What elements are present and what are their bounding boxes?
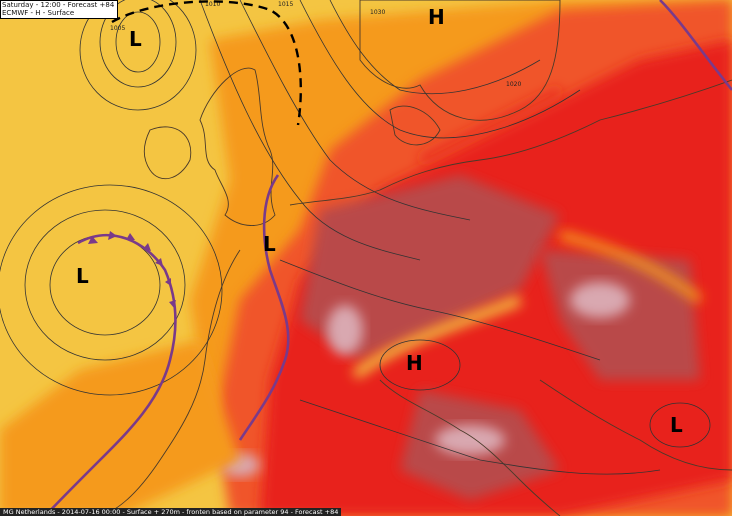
coast-balkans (539, 379, 732, 471)
isobar-central-1 (279, 259, 601, 361)
coast-ireland (143, 126, 192, 180)
isobar-atlantic-2 (24, 209, 186, 361)
field-very-hot-west (300, 175, 560, 360)
baltic-band (418, 87, 562, 163)
isobar-atlantic-3 (0, 184, 223, 396)
coastlines (99, 0, 732, 516)
front-atlantic-line (44, 233, 177, 516)
front-atlantic (44, 231, 177, 516)
low-iceland-label: L (129, 27, 142, 51)
alps-ridge (351, 295, 522, 379)
coast-scandinavia (359, 0, 561, 121)
high-scandinavia-label: H (428, 5, 445, 29)
front-northeast (659, 0, 732, 91)
coast-france-iberia (99, 249, 241, 516)
field-very-hot-east (540, 250, 700, 380)
field-extreme-2 (570, 282, 630, 318)
low-atlantic-label: L (76, 264, 89, 288)
low-balkans-label: L (670, 413, 683, 437)
map-footer: MG Netherlands - 2014-07-16 00:00 - Surf… (0, 508, 342, 516)
isobar-iceland-2 (99, 0, 177, 88)
coast-italy (379, 379, 561, 516)
isobar-iceland-3 (79, 0, 197, 111)
isobar-labels: 1005 1010 1015 1030 1020 (110, 1, 521, 88)
isobar-balkan-low (649, 402, 711, 448)
isobar-trough-2 (239, 0, 471, 221)
coast-denmark (389, 105, 441, 146)
isobar-label: 1005 (110, 25, 125, 32)
front-atlantic-barbs (88, 231, 176, 308)
map-header: Saturday - 12:00 - Forecast +84 ECMWF - … (0, 0, 119, 19)
isobar-scandi-2 (299, 0, 581, 139)
isobar-label: 1015 (278, 1, 293, 8)
isobar-alpine-high (379, 339, 461, 391)
coast-north-europe (289, 79, 732, 206)
isobar-south-1 (299, 399, 661, 475)
field-iberia-coast (0, 340, 240, 516)
front-france (238, 174, 290, 441)
header-line-1: Saturday - 12:00 - Forecast +84 (2, 1, 115, 9)
coast-britain (199, 67, 276, 226)
isobar-trough-1 (199, 0, 421, 261)
high-alps-label: H (406, 351, 423, 375)
field-extreme-1 (327, 305, 363, 355)
low-north-sea-label: L (263, 232, 276, 256)
carpathian-ridge (558, 230, 703, 304)
trough-line (111, 0, 302, 126)
isobar-label: 1010 (205, 1, 220, 8)
isobar-scandi-1 (329, 0, 541, 95)
isobar-label: 1030 (370, 9, 385, 16)
isobar-label: 1020 (506, 81, 521, 88)
field-extreme-3 (435, 425, 505, 455)
header-line-2: ECMWF - H - Surface (2, 9, 75, 17)
isobar-iceland-1 (115, 11, 161, 73)
